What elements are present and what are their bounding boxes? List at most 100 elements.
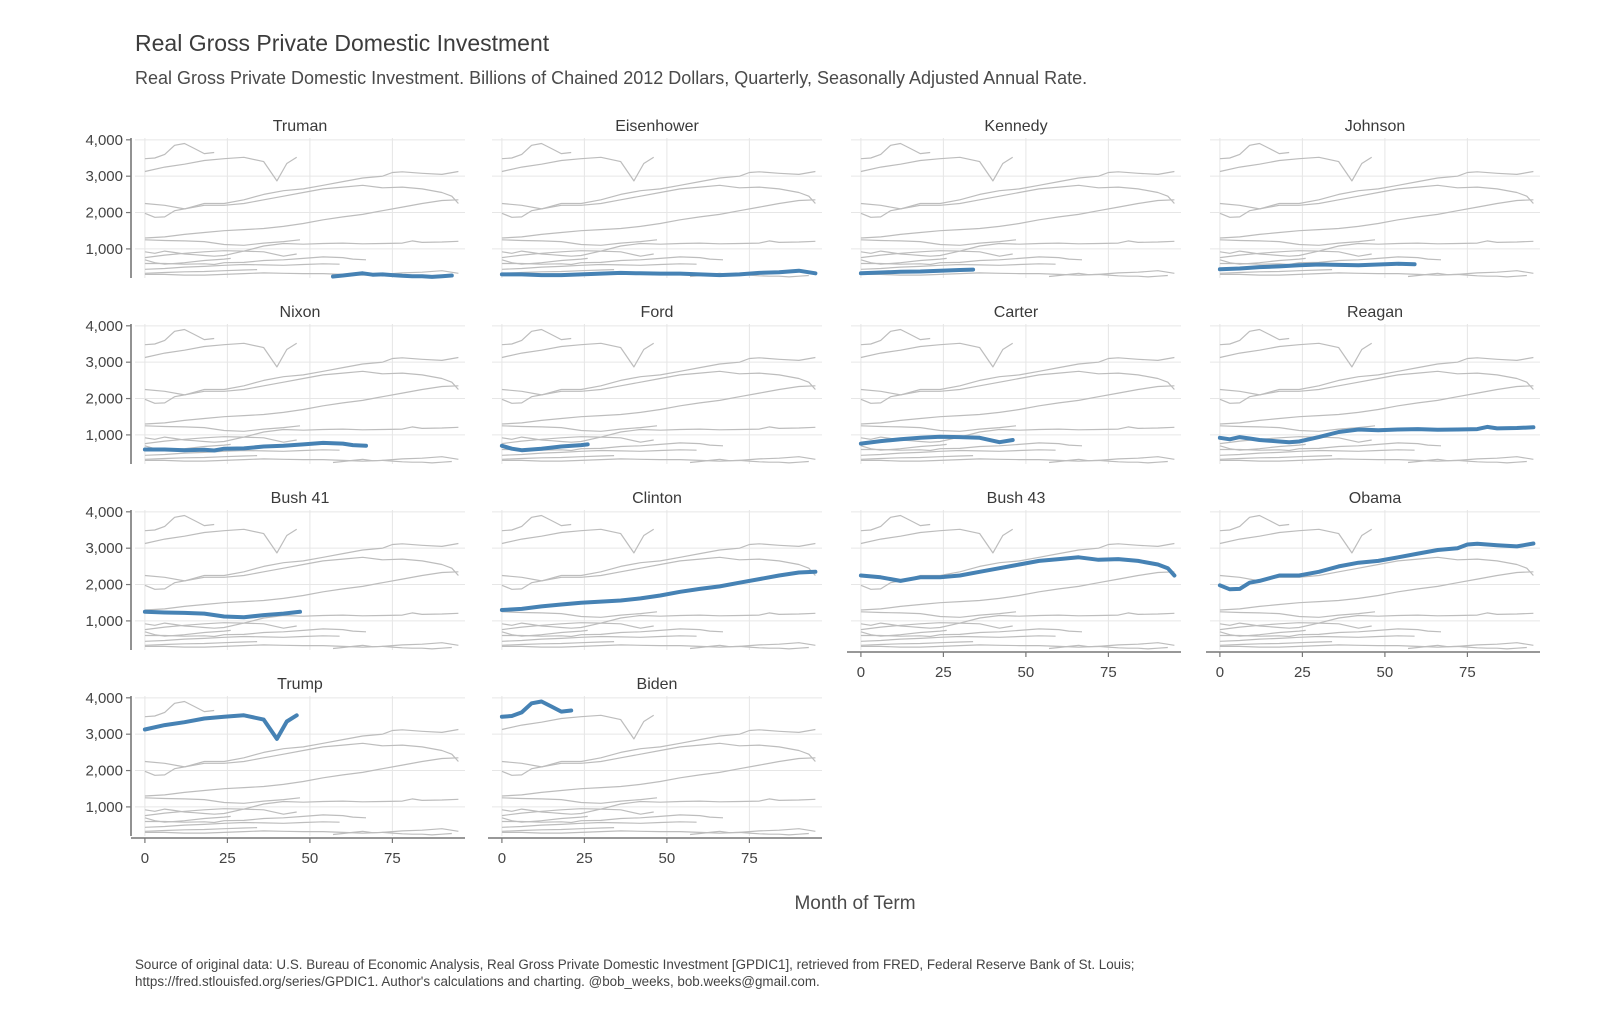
x-tick-label: 25: [576, 850, 593, 867]
x-tick-label: 75: [1100, 664, 1117, 681]
background-line-johnson: [1219, 635, 1415, 642]
background-line-johnson: [144, 821, 340, 828]
background-line-johnson: [501, 821, 697, 828]
highlight-line-trump: [142, 713, 299, 741]
chart-title: Real Gross Private Domestic Investment: [135, 30, 550, 56]
panel-obama: Obama 0 25 50 75: [1206, 490, 1540, 681]
background-line-clinton: [1219, 199, 1534, 239]
panel-title: Ford: [641, 304, 674, 321]
background-line-carter: [144, 622, 297, 631]
background-line-kennedy: [501, 455, 615, 460]
background-line-nixon: [144, 256, 367, 266]
background-line-clinton: [1219, 385, 1534, 425]
x-tick-label: 25: [935, 664, 952, 681]
background-line-nixon: [860, 256, 1083, 266]
y-tick-label: 1,000: [85, 799, 123, 816]
panel-title: Reagan: [1347, 304, 1403, 321]
highlight-line-reagan: [1217, 424, 1536, 445]
x-tick-label: 75: [384, 850, 401, 867]
background-line-bush-41: [144, 239, 301, 246]
background-line-carter: [144, 250, 297, 259]
background-line-nixon: [1219, 628, 1442, 638]
panel-kennedy: Kennedy: [851, 118, 1181, 278]
background-line-trump: [501, 156, 655, 182]
y-tick-label: 2,000: [85, 763, 123, 780]
background-line-johnson: [144, 449, 340, 456]
background-line-trump: [501, 342, 655, 368]
background-line-ford: [501, 629, 588, 637]
panel-title: Bush 41: [271, 490, 330, 507]
background-line-johnson: [860, 449, 1056, 456]
background-line-johnson: [860, 263, 1056, 270]
background-line-obama: [1219, 356, 1534, 404]
background-line-biden: [860, 142, 931, 160]
x-tick-label: 50: [659, 850, 676, 867]
highlight-line-bush-41: [142, 609, 302, 620]
source-caption: Source of original data: U.S. Bureau of …: [135, 956, 1135, 990]
background-line-trump: [860, 156, 1014, 182]
background-line-nixon: [1219, 256, 1442, 266]
background-line-trump: [501, 528, 655, 554]
background-line-clinton: [1219, 571, 1534, 611]
y-tick-label: 4,000: [85, 318, 123, 335]
background-line-eisenhower: [860, 642, 1175, 648]
background-line-bush-41: [860, 425, 1017, 432]
chart-subtitle: Real Gross Private Domestic Investment. …: [135, 68, 1088, 88]
background-line-bush-41: [501, 425, 658, 432]
background-line-kennedy: [501, 641, 615, 646]
background-line-ford: [1219, 257, 1306, 265]
background-line-biden: [144, 142, 215, 160]
background-line-bush-43: [144, 742, 459, 768]
background-line-bush-43: [501, 370, 816, 396]
panel-biden: Biden 0 25 50 75: [488, 676, 822, 867]
background-line-eisenhower: [501, 828, 816, 834]
background-line-clinton: [860, 571, 1175, 611]
background-line-carter: [1219, 622, 1372, 631]
background-line-bush-43: [1219, 184, 1534, 210]
panel-title: Eisenhower: [615, 118, 699, 135]
background-line-nixon: [501, 256, 724, 266]
background-line-carter: [144, 436, 297, 445]
background-line-ford: [860, 257, 947, 265]
background-line-reagan: [501, 612, 816, 629]
background-line-clinton: [144, 757, 459, 797]
background-line-biden: [1219, 328, 1290, 346]
panel-title: Truman: [273, 118, 328, 135]
background-line-obama: [144, 542, 459, 590]
background-line-johnson: [144, 263, 340, 270]
y-tick-label: 1,000: [85, 241, 123, 258]
background-line-bush-41: [144, 797, 301, 804]
background-line-obama: [144, 728, 459, 776]
background-line-bush-41: [1219, 239, 1376, 246]
background-line-johnson: [501, 635, 697, 642]
panel-clinton: Clinton: [492, 490, 822, 650]
background-line-obama: [501, 542, 816, 590]
panel-bush-41: Bush 41 1,000 2,000 3,000 4,000: [85, 490, 465, 650]
background-line-reagan: [860, 240, 1175, 257]
background-line-eisenhower: [1219, 456, 1534, 462]
x-tick-label: 0: [141, 850, 149, 867]
panel-bush-43: Bush 43 0 25 50 75: [847, 490, 1181, 681]
highlight-line-clinton: [499, 569, 818, 612]
background-line-kennedy: [144, 269, 258, 274]
background-line-ford: [144, 629, 231, 637]
background-line-eisenhower: [860, 456, 1175, 462]
background-line-biden: [1219, 514, 1290, 532]
x-tick-label: 50: [302, 850, 319, 867]
background-line-biden: [144, 514, 215, 532]
highlight-line-biden: [499, 699, 574, 719]
background-line-bush-43: [860, 184, 1175, 210]
background-line-nixon: [860, 628, 1083, 638]
background-line-johnson: [1219, 449, 1415, 456]
background-line-carter: [860, 250, 1013, 259]
x-tick-label: 25: [1294, 664, 1311, 681]
panel-title: Nixon: [280, 304, 321, 321]
background-line-carter: [1219, 436, 1372, 445]
background-line-trump: [860, 342, 1014, 368]
background-line-obama: [860, 542, 1175, 590]
background-line-carter: [501, 808, 654, 817]
background-line-clinton: [860, 385, 1175, 425]
background-line-bush-41: [501, 611, 658, 618]
background-line-bush-41: [860, 611, 1017, 618]
